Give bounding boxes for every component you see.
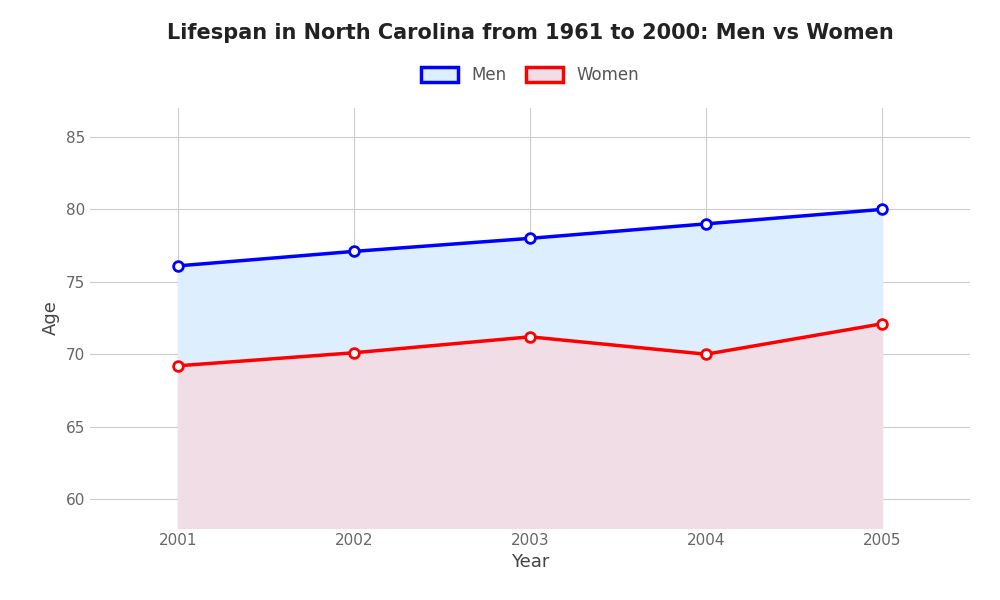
Y-axis label: Age: Age [42, 301, 60, 335]
Title: Lifespan in North Carolina from 1961 to 2000: Men vs Women: Lifespan in North Carolina from 1961 to … [167, 23, 893, 43]
Legend: Men, Women: Men, Women [421, 66, 639, 84]
X-axis label: Year: Year [511, 553, 549, 571]
